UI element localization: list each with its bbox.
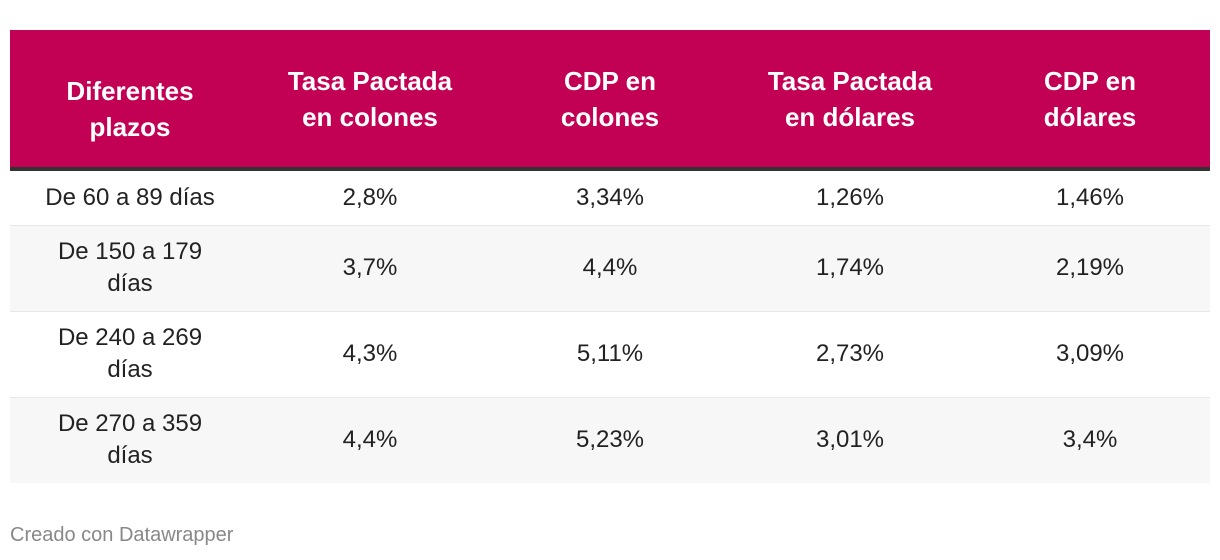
table-cell: 1,26% [815, 183, 885, 211]
table-cell: 3,4% [970, 396, 1210, 483]
table-body: De 60 a 89 días 2,8% 3,34% 1,26% 1,46% D… [10, 169, 1210, 483]
table-cell: 4,4% [490, 224, 730, 311]
data-table-container: Diferentes plazos Tasa Pactada en colone… [10, 30, 1210, 483]
table-cell: 2,8% [342, 183, 398, 211]
table-cell: 5,11% [490, 310, 730, 397]
column-header: Tasa Pactada en dólares [730, 30, 970, 171]
datawrapper-credit[interactable]: Creado con Datawrapper [10, 524, 234, 546]
table-cell: 3,34% [575, 183, 645, 211]
table-header: Diferentes plazos Tasa Pactada en colone… [10, 30, 1210, 171]
table-cell: 1,46% [1055, 183, 1125, 211]
table-row: De 150 a 179 días 3,7% 4,4% 1,74% 2,19% [10, 224, 1210, 311]
table-cell: 3,01% [730, 396, 970, 483]
data-table: Diferentes plazos Tasa Pactada en colone… [10, 30, 1210, 483]
table-cell: 1,74% [730, 224, 970, 311]
table-cell: De 270 a 359 días [10, 396, 250, 483]
table-row: De 240 a 269 días 4,3% 5,11% 2,73% 3,09% [10, 310, 1210, 397]
header-row: Diferentes plazos Tasa Pactada en colone… [10, 30, 1210, 171]
table-row: De 270 a 359 días 4,4% 5,23% 3,01% 3,4% [10, 396, 1210, 483]
column-header: CDP en colones [490, 30, 730, 171]
table-row: De 60 a 89 días 2,8% 3,34% 1,26% 1,46% [10, 169, 1210, 225]
table-cell: 3,7% [250, 224, 490, 311]
table-cell: 2,19% [970, 224, 1210, 311]
table-cell: De 60 a 89 días [45, 183, 215, 211]
column-header: Diferentes plazos [10, 30, 250, 171]
table-cell: De 150 a 179 días [10, 224, 250, 311]
table-cell: 4,4% [250, 396, 490, 483]
table-cell: De 240 a 269 días [10, 310, 250, 397]
table-cell: 3,09% [970, 310, 1210, 397]
table-cell: 4,3% [250, 310, 490, 397]
table-cell: 2,73% [730, 310, 970, 397]
table-cell: 5,23% [490, 396, 730, 483]
column-header: Tasa Pactada en colones [250, 30, 490, 171]
column-header: CDP en dólares [970, 30, 1210, 171]
